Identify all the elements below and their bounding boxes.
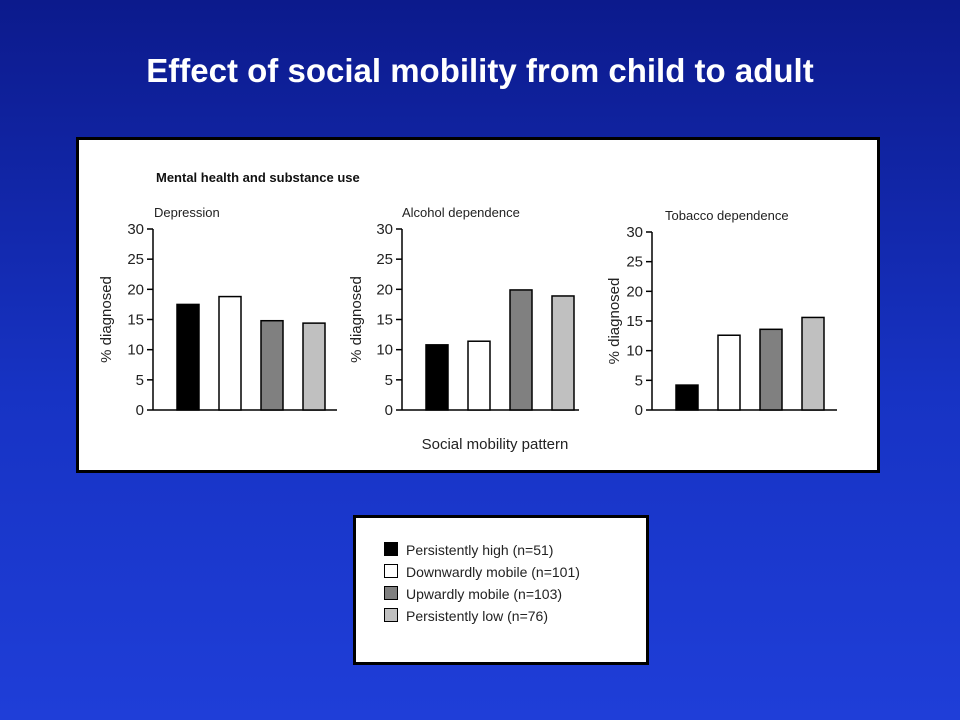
y-tick-label: 20 bbox=[626, 283, 643, 300]
y-tick-label: 15 bbox=[376, 312, 393, 329]
y-tick-label: 15 bbox=[626, 313, 643, 330]
bar-3 bbox=[759, 328, 783, 411]
y-tick-label: 10 bbox=[626, 343, 643, 360]
y-tick-label: 15 bbox=[127, 312, 144, 329]
panel-title: Alcohol dependence bbox=[402, 205, 520, 220]
y-axis-label: % diagnosed bbox=[348, 276, 365, 363]
y-tick-label: 0 bbox=[385, 402, 393, 419]
panel-title: Tobacco dependence bbox=[665, 208, 789, 223]
chart-panel: Mental health and substance use Social m… bbox=[76, 137, 880, 473]
y-tick-label: 30 bbox=[127, 221, 144, 238]
legend-label: Downwardly mobile (n=101) bbox=[406, 564, 580, 580]
y-tick-label: 30 bbox=[376, 221, 393, 238]
legend-swatch bbox=[384, 586, 398, 600]
legend-swatch bbox=[384, 542, 398, 556]
y-axis-label: % diagnosed bbox=[98, 276, 115, 363]
y-axis-label: % diagnosed bbox=[606, 278, 623, 365]
panel-2: Tobacco dependence 0 5 10 15 20 25 30 % diagnose… bbox=[606, 208, 837, 419]
bar-1 bbox=[425, 344, 449, 411]
y-tick-label: 25 bbox=[376, 251, 393, 268]
bar-4 bbox=[551, 295, 575, 411]
legend-swatch bbox=[384, 564, 398, 578]
y-tick-label: 20 bbox=[127, 281, 144, 298]
y-tick-label: 5 bbox=[136, 372, 144, 389]
y-tick-label: 5 bbox=[635, 372, 643, 389]
chart-svg: Mental health and substance use Social m… bbox=[98, 170, 837, 453]
bar-1 bbox=[675, 384, 699, 411]
y-tick-label: 25 bbox=[127, 251, 144, 268]
y-tick-label: 20 bbox=[376, 281, 393, 298]
legend-swatch bbox=[384, 608, 398, 622]
bar-2 bbox=[467, 340, 491, 411]
y-tick-label: 30 bbox=[626, 224, 643, 241]
bar-1 bbox=[176, 303, 200, 411]
bar-4 bbox=[302, 322, 326, 411]
x-axis-label: Social mobility pattern bbox=[422, 436, 569, 453]
y-tick-label: 10 bbox=[127, 342, 144, 359]
panel-1: Alcohol dependence 0 5 10 15 20 25 30 % diagnose… bbox=[348, 205, 579, 419]
figure-title: Mental health and substance use bbox=[156, 170, 360, 185]
y-tick-label: 0 bbox=[635, 402, 643, 419]
bar-2 bbox=[218, 295, 242, 411]
bar-4 bbox=[801, 316, 825, 411]
bar-2 bbox=[717, 334, 741, 411]
bar-3 bbox=[509, 289, 533, 411]
legend-panel: Persistently high (n=51) Downwardly mobil… bbox=[353, 515, 649, 665]
panel-0: Depression 0 5 10 15 20 25 30 % diagnosed bbox=[98, 205, 337, 419]
y-tick-label: 25 bbox=[626, 254, 643, 271]
y-tick-label: 10 bbox=[376, 342, 393, 359]
y-tick-label: 5 bbox=[385, 372, 393, 389]
bar-3 bbox=[260, 319, 284, 411]
y-tick-label: 0 bbox=[136, 402, 144, 419]
slide-title: Effect of social mobility from child to … bbox=[146, 52, 814, 89]
legend-label: Persistently high (n=51) bbox=[406, 542, 554, 558]
panel-title: Depression bbox=[154, 205, 220, 220]
legend-label: Upwardly mobile (n=103) bbox=[406, 586, 563, 602]
legend-label: Persistently low (n=76) bbox=[406, 608, 549, 624]
